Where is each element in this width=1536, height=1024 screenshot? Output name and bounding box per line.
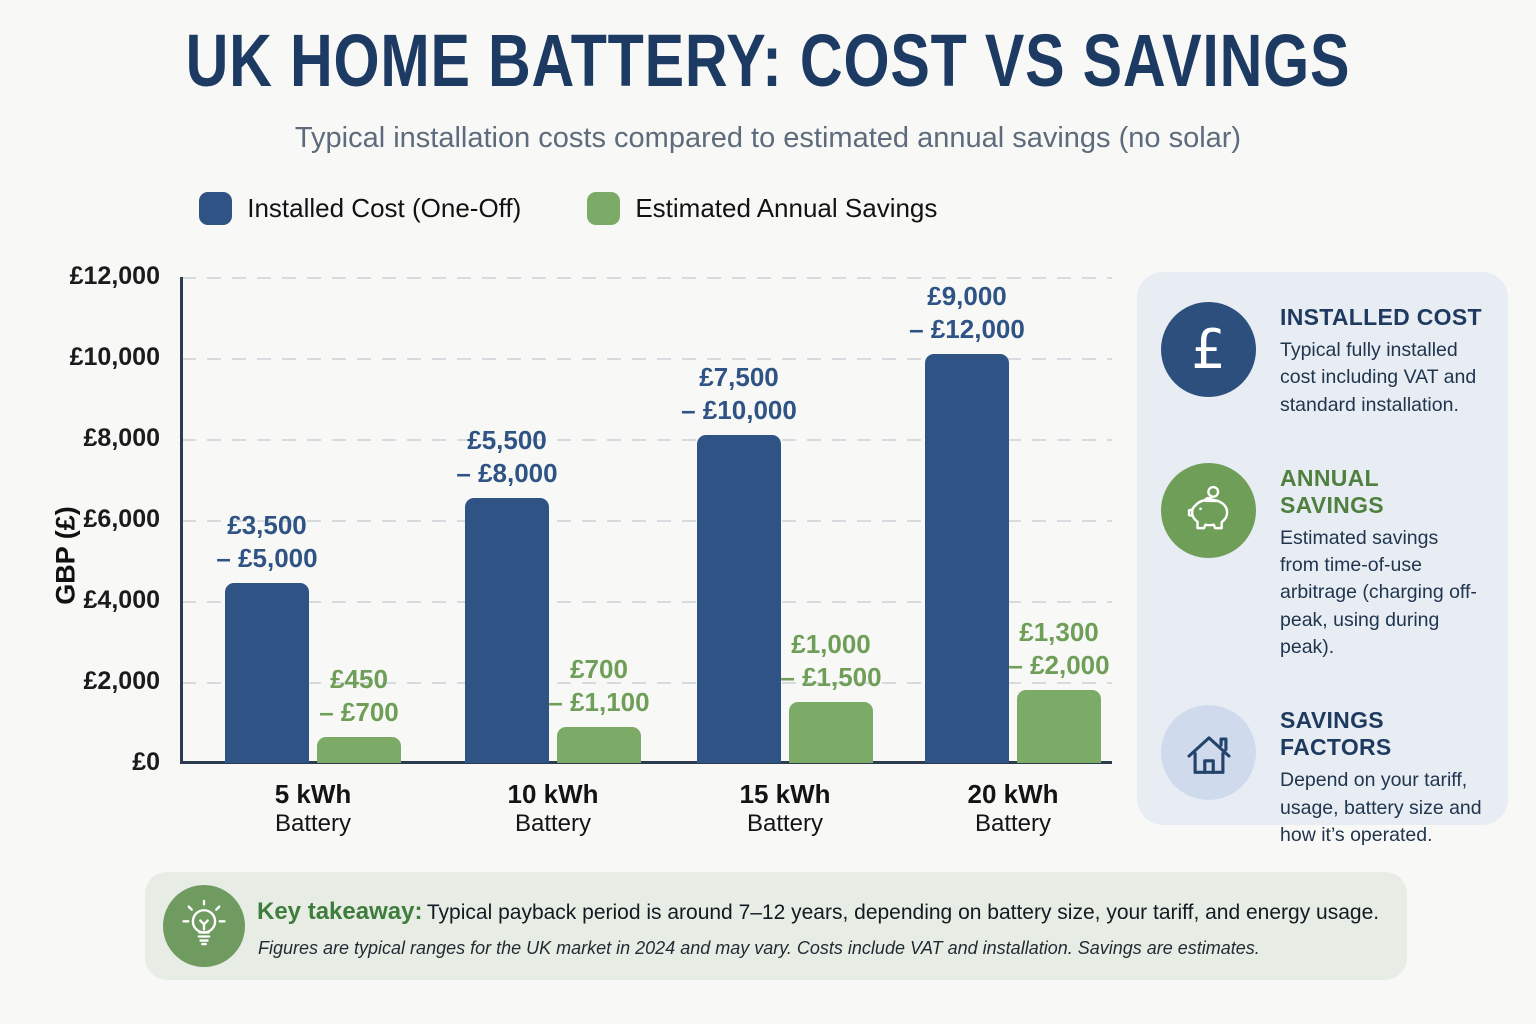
- info-panel-heading: SAVINGS FACTORS: [1280, 707, 1392, 761]
- info-panel-text: INSTALLED COST Typical fully installed co…: [1280, 302, 1482, 419]
- key-takeaway-banner: Key takeaway: Typical payback period is …: [145, 872, 1407, 980]
- savings-bar: [317, 737, 401, 763]
- cost-legend-swatch: [199, 192, 233, 225]
- bar-label-line: £3,500: [227, 510, 307, 540]
- x-tick-category: 5 kWh: [274, 779, 352, 809]
- x-tick-label: 5 kWh Battery: [223, 779, 403, 839]
- gridline: [182, 439, 1112, 441]
- cost-bar: [925, 354, 1009, 763]
- bar-label-line: £5,500: [467, 425, 547, 455]
- savings-bar-label: £700– £1,100: [504, 653, 694, 719]
- info-panel-heading: INSTALLED COST: [1280, 304, 1482, 330]
- cost-bar-label: £5,500– £8,000: [412, 424, 602, 490]
- y-tick-label: £12,000: [69, 262, 160, 290]
- x-tick-sublabel: Battery: [974, 810, 1052, 837]
- house-icon: [1161, 705, 1256, 801]
- y-tick-label: £2,000: [83, 667, 160, 695]
- legend-item: Installed Cost (One-Off): [199, 192, 521, 225]
- bar-label-line: – £700: [319, 697, 399, 727]
- info-panel-heading: ANNUAL SAVINGS: [1280, 464, 1384, 518]
- info-panel-item: SAVINGS FACTORS Depend on your tariff, us…: [1161, 705, 1482, 849]
- x-tick-label: 10 kWh Battery: [463, 779, 643, 839]
- savings-bar-label: £1,000– £1,500: [736, 628, 926, 694]
- bar-label-line: – £1,100: [548, 687, 650, 717]
- piggy-bank-icon: [1161, 462, 1256, 558]
- gridline: [182, 277, 1112, 279]
- bar-label-line: £700: [570, 654, 628, 684]
- bar-label-line: – £12,000: [909, 314, 1025, 344]
- info-panel: £ INSTALLED COST Typical fully installed c…: [1137, 272, 1508, 846]
- info-panel-body: Depend on your tariff, usage, battery si…: [1280, 769, 1482, 846]
- bar-label-line: – £10,000: [681, 395, 797, 425]
- bar-chart-plot: £3,500– £5,000 £450– £700 £5,500– £8,000 £7…: [180, 277, 1112, 764]
- cost-bar-label: £7,500– £10,000: [644, 361, 834, 427]
- bar-label-line: – £2,000: [1008, 650, 1110, 680]
- lightbulb-icon: [163, 885, 245, 967]
- y-tick-label: £10,000: [69, 343, 160, 371]
- savings-bar-label: £450– £700: [264, 663, 454, 729]
- x-tick-label: 15 kWh Battery: [695, 779, 875, 839]
- gridline: [182, 601, 1112, 603]
- legend-label: Installed Cost (One-Off): [247, 193, 522, 223]
- x-tick-sublabel: Battery: [514, 810, 592, 837]
- y-tick-label: £0: [132, 748, 160, 776]
- y-tick-label: £8,000: [83, 424, 160, 452]
- savings-legend-swatch: [587, 192, 621, 225]
- chart-legend: Installed Cost (One-Off) Estimated Annual…: [0, 192, 1137, 225]
- cost-bar-label: £9,000– £12,000: [872, 280, 1062, 346]
- bar-label-line: £1,000: [791, 629, 871, 659]
- x-tick-category: 20 kWh: [967, 779, 1059, 809]
- pound-sign: £: [1191, 318, 1226, 381]
- info-panel-item: £ INSTALLED COST Typical fully installed c…: [1161, 302, 1482, 419]
- savings-bar-label: £1,300– £2,000: [964, 616, 1154, 682]
- x-tick-category: 15 kWh: [739, 779, 831, 809]
- x-tick-label: 20 kWh Battery: [923, 779, 1103, 839]
- page-title-wrap: UK HOME BATTERY: COST VS SAVINGS: [0, 24, 1536, 98]
- info-panel-text: SAVINGS FACTORS Depend on your tariff, us…: [1280, 705, 1482, 849]
- bar-label-line: – £1,500: [780, 662, 882, 692]
- gridline: [182, 520, 1112, 522]
- x-tick-category: 10 kWh: [507, 779, 599, 809]
- info-panel-body: Estimated savings from time-of-use arbit…: [1280, 526, 1477, 659]
- y-tick-label: £4,000: [83, 586, 160, 614]
- cost-bar-label: £3,500– £5,000: [172, 509, 362, 575]
- y-axis-line: [180, 277, 183, 763]
- info-panel-item: ANNUAL SAVINGS Estimated savings from tim…: [1161, 462, 1482, 661]
- savings-bar: [1017, 690, 1101, 763]
- bar-label-line: – £8,000: [456, 458, 558, 488]
- key-takeaway-text: Typical payback period is around 7–12 ye…: [426, 901, 1380, 924]
- key-takeaway-footnote: Figures are typical ranges for the UK ma…: [258, 938, 1260, 958]
- x-tick-sublabel: Battery: [274, 810, 352, 837]
- cost-bar: [465, 498, 549, 763]
- bar-label-line: £7,500: [699, 362, 779, 392]
- pound-icon: £: [1161, 302, 1256, 397]
- page-title: UK HOME BATTERY: COST VS SAVINGS: [185, 19, 1351, 102]
- cost-bar: [697, 435, 781, 763]
- info-panel-body: Typical fully installed cost including V…: [1280, 339, 1477, 416]
- bar-label-line: £450: [330, 664, 388, 694]
- gridline: [182, 682, 1112, 684]
- y-tick-label: £6,000: [83, 505, 160, 533]
- savings-bar: [789, 702, 873, 763]
- bar-label-line: £1,300: [1019, 617, 1099, 647]
- key-takeaway-line: Key takeaway: Typical payback period is …: [257, 898, 1379, 926]
- gridline: [182, 358, 1112, 360]
- bar-label-line: £9,000: [927, 281, 1007, 311]
- page-subtitle: Typical installation costs compared to e…: [294, 122, 1242, 154]
- savings-bar: [557, 727, 641, 763]
- key-takeaway-label: Key takeaway:: [257, 898, 423, 925]
- x-tick-sublabel: Battery: [746, 810, 824, 837]
- bar-label-line: – £5,000: [216, 543, 318, 573]
- legend-item: Estimated Annual Savings: [587, 192, 937, 225]
- cost-bar: [225, 583, 309, 763]
- x-axis-line: [180, 761, 1112, 764]
- info-panel-text: ANNUAL SAVINGS Estimated savings from tim…: [1280, 463, 1482, 661]
- legend-label: Estimated Annual Savings: [635, 193, 938, 223]
